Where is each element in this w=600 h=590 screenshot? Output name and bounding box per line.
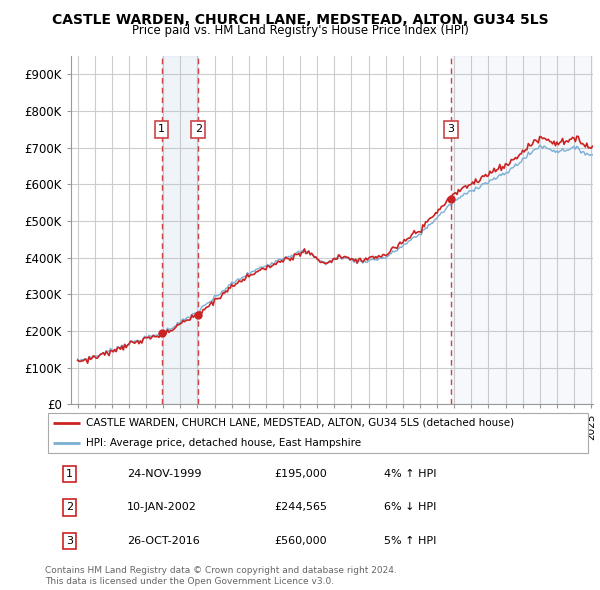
Text: Contains HM Land Registry data © Crown copyright and database right 2024.: Contains HM Land Registry data © Crown c… <box>45 566 397 575</box>
Bar <box>451 56 593 404</box>
Bar <box>161 56 199 404</box>
Text: 3: 3 <box>66 536 73 546</box>
Text: 4% ↑ HPI: 4% ↑ HPI <box>383 469 436 479</box>
Text: 1: 1 <box>158 124 165 135</box>
Text: Price paid vs. HM Land Registry's House Price Index (HPI): Price paid vs. HM Land Registry's House … <box>131 24 469 37</box>
Text: This data is licensed under the Open Government Licence v3.0.: This data is licensed under the Open Gov… <box>45 577 334 586</box>
Text: HPI: Average price, detached house, East Hampshire: HPI: Average price, detached house, East… <box>86 438 361 448</box>
Text: 3: 3 <box>448 124 455 135</box>
Text: 2: 2 <box>66 503 73 512</box>
FancyBboxPatch shape <box>48 413 588 453</box>
Text: £195,000: £195,000 <box>274 469 327 479</box>
Text: 6% ↓ HPI: 6% ↓ HPI <box>383 503 436 512</box>
Text: 1: 1 <box>66 469 73 479</box>
Text: 26-OCT-2016: 26-OCT-2016 <box>127 536 200 546</box>
Text: 2: 2 <box>195 124 202 135</box>
Text: CASTLE WARDEN, CHURCH LANE, MEDSTEAD, ALTON, GU34 5LS (detached house): CASTLE WARDEN, CHURCH LANE, MEDSTEAD, AL… <box>86 418 514 428</box>
Text: 10-JAN-2002: 10-JAN-2002 <box>127 503 197 512</box>
Text: £560,000: £560,000 <box>274 536 327 546</box>
Text: 5% ↑ HPI: 5% ↑ HPI <box>383 536 436 546</box>
Text: 24-NOV-1999: 24-NOV-1999 <box>127 469 202 479</box>
Text: CASTLE WARDEN, CHURCH LANE, MEDSTEAD, ALTON, GU34 5LS: CASTLE WARDEN, CHURCH LANE, MEDSTEAD, AL… <box>52 13 548 27</box>
Text: £244,565: £244,565 <box>274 503 328 512</box>
